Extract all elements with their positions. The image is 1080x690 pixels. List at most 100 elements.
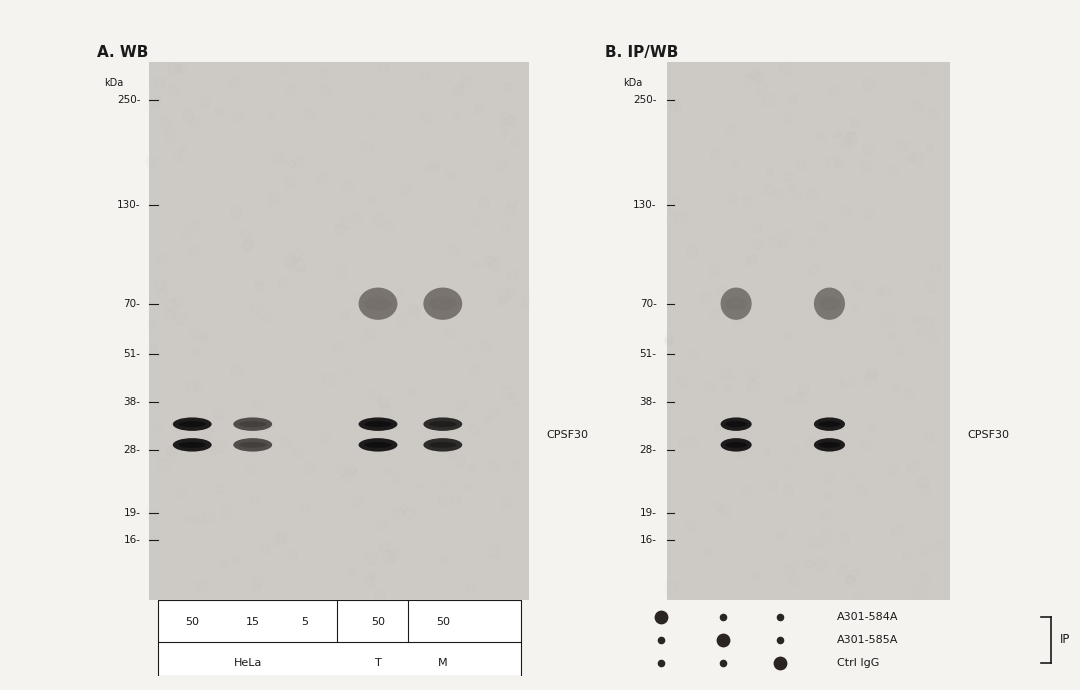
Point (247, 582, 265, 593)
Point (753, 81, 770, 92)
Point (791, 160, 808, 171)
Point (918, 316, 935, 327)
Ellipse shape (364, 442, 392, 448)
Point (861, 374, 878, 385)
Point (494, 295, 511, 306)
Point (819, 492, 836, 503)
Point (816, 509, 834, 520)
Point (227, 365, 244, 376)
Point (812, 559, 829, 570)
Point (772, 529, 789, 540)
Point (919, 546, 936, 557)
Point (289, 155, 307, 166)
Point (364, 194, 381, 205)
Point (485, 546, 502, 557)
Point (779, 114, 796, 125)
Point (394, 502, 411, 513)
Point (212, 442, 229, 453)
Point (843, 469, 861, 480)
Point (447, 112, 464, 124)
Point (332, 223, 349, 234)
Point (380, 220, 397, 231)
Point (498, 387, 515, 398)
Point (163, 446, 180, 457)
Point (191, 580, 208, 591)
Text: IP: IP (1061, 633, 1070, 647)
Point (845, 377, 862, 388)
Point (757, 446, 774, 457)
Point (494, 160, 511, 171)
Point (497, 220, 514, 231)
Point (457, 480, 474, 491)
Point (847, 299, 864, 310)
Point (374, 62, 391, 73)
Point (168, 297, 186, 308)
Point (174, 489, 191, 500)
Point (780, 484, 797, 495)
Point (660, 334, 677, 345)
Point (459, 342, 476, 353)
Point (350, 293, 367, 304)
Point (217, 506, 234, 518)
Point (652, 634, 670, 645)
Ellipse shape (233, 438, 272, 451)
Point (150, 279, 167, 290)
Text: 19-: 19- (639, 508, 657, 518)
Point (251, 282, 268, 293)
Point (663, 206, 680, 217)
Point (338, 179, 355, 190)
Point (823, 156, 840, 167)
Point (256, 542, 273, 553)
Point (179, 109, 197, 120)
Point (478, 413, 496, 424)
Point (662, 582, 679, 593)
Point (376, 308, 393, 319)
Point (288, 448, 306, 460)
Point (456, 75, 473, 86)
Point (189, 513, 206, 524)
Point (660, 336, 677, 347)
Point (747, 569, 765, 580)
Point (239, 239, 256, 250)
Point (759, 95, 777, 106)
Point (189, 381, 206, 392)
Point (791, 393, 808, 404)
Point (417, 112, 434, 123)
Point (446, 494, 463, 505)
Ellipse shape (364, 297, 392, 311)
Text: kDa: kDa (104, 78, 123, 88)
Point (748, 222, 766, 233)
Point (771, 657, 788, 668)
Point (335, 308, 352, 319)
Point (818, 529, 835, 540)
Ellipse shape (178, 421, 206, 427)
Point (684, 246, 701, 257)
Point (739, 75, 756, 86)
Point (714, 611, 731, 622)
Point (777, 228, 794, 239)
Point (726, 160, 743, 171)
Point (502, 286, 519, 297)
Point (778, 463, 795, 474)
Ellipse shape (239, 442, 267, 448)
Point (912, 328, 929, 339)
Point (807, 536, 824, 547)
Point (396, 185, 414, 196)
Point (883, 464, 901, 475)
Point (484, 407, 501, 418)
Point (717, 506, 734, 517)
Point (247, 303, 265, 314)
Point (376, 396, 393, 407)
Point (498, 81, 515, 92)
Point (887, 382, 904, 393)
Point (348, 495, 365, 506)
Point (186, 115, 203, 126)
Point (153, 288, 171, 299)
Point (454, 401, 471, 412)
Point (483, 254, 500, 265)
Point (406, 306, 423, 317)
Point (384, 549, 402, 560)
Point (902, 152, 919, 164)
Point (369, 214, 387, 225)
Ellipse shape (429, 421, 457, 427)
